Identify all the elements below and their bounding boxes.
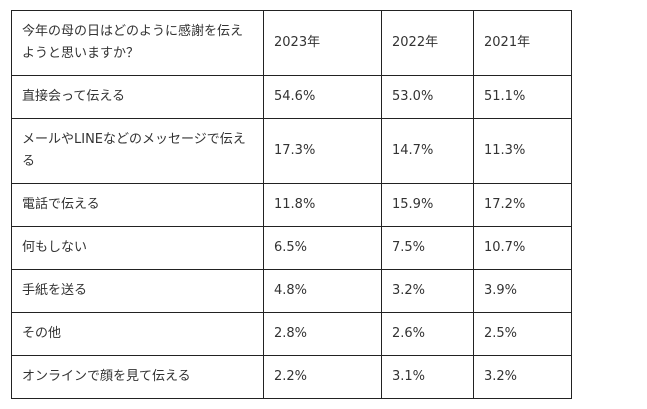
row-label: オンラインで顔を見て伝える bbox=[11, 355, 264, 399]
value-2021: 3.9% bbox=[473, 269, 572, 313]
row-label: 何もしない bbox=[11, 226, 264, 270]
value-2022: 53.0% bbox=[381, 75, 474, 119]
value-2022: 7.5% bbox=[381, 226, 474, 270]
table-row: その他 2.8% 2.6% 2.5% bbox=[11, 312, 572, 356]
year-header-2022: 2022年 bbox=[381, 10, 474, 76]
header-row: 今年の母の日はどのように感謝を伝えようと思いますか？ 2023年 2022年 2… bbox=[11, 10, 572, 76]
value-2021: 17.2% bbox=[473, 183, 572, 227]
table-row: オンラインで顔を見て伝える 2.2% 3.1% 3.2% bbox=[11, 355, 572, 399]
value-2023: 4.8% bbox=[263, 269, 382, 313]
value-2022: 3.2% bbox=[381, 269, 474, 313]
table-row: 手紙を送る 4.8% 3.2% 3.9% bbox=[11, 269, 572, 313]
value-2023: 6.5% bbox=[263, 226, 382, 270]
row-label: その他 bbox=[11, 312, 264, 356]
row-label: 電話で伝える bbox=[11, 183, 264, 227]
value-2023: 17.3% bbox=[263, 118, 382, 184]
table-row: 何もしない 6.5% 7.5% 10.7% bbox=[11, 226, 572, 270]
year-header-2021: 2021年 bbox=[473, 10, 572, 76]
value-2021: 10.7% bbox=[473, 226, 572, 270]
value-2021: 3.2% bbox=[473, 355, 572, 399]
value-2021: 51.1% bbox=[473, 75, 572, 119]
survey-table: 今年の母の日はどのように感謝を伝えようと思いますか？ 2023年 2022年 2… bbox=[11, 10, 572, 399]
value-2021: 2.5% bbox=[473, 312, 572, 356]
value-2023: 54.6% bbox=[263, 75, 382, 119]
table-row: メールやLINEなどのメッセージで伝える 17.3% 14.7% 11.3% bbox=[11, 118, 572, 184]
table-row: 直接会って伝える 54.6% 53.0% 51.1% bbox=[11, 75, 572, 119]
row-label: 直接会って伝える bbox=[11, 75, 264, 119]
value-2021: 11.3% bbox=[473, 118, 572, 184]
year-header-2023: 2023年 bbox=[263, 10, 382, 76]
table-row: 電話で伝える 11.8% 15.9% 17.2% bbox=[11, 183, 572, 227]
value-2023: 2.2% bbox=[263, 355, 382, 399]
value-2023: 2.8% bbox=[263, 312, 382, 356]
value-2022: 15.9% bbox=[381, 183, 474, 227]
value-2022: 2.6% bbox=[381, 312, 474, 356]
value-2022: 14.7% bbox=[381, 118, 474, 184]
value-2023: 11.8% bbox=[263, 183, 382, 227]
row-label: 手紙を送る bbox=[11, 269, 264, 313]
row-label: メールやLINEなどのメッセージで伝える bbox=[11, 118, 264, 184]
question-header: 今年の母の日はどのように感謝を伝えようと思いますか？ bbox=[11, 10, 264, 76]
value-2022: 3.1% bbox=[381, 355, 474, 399]
